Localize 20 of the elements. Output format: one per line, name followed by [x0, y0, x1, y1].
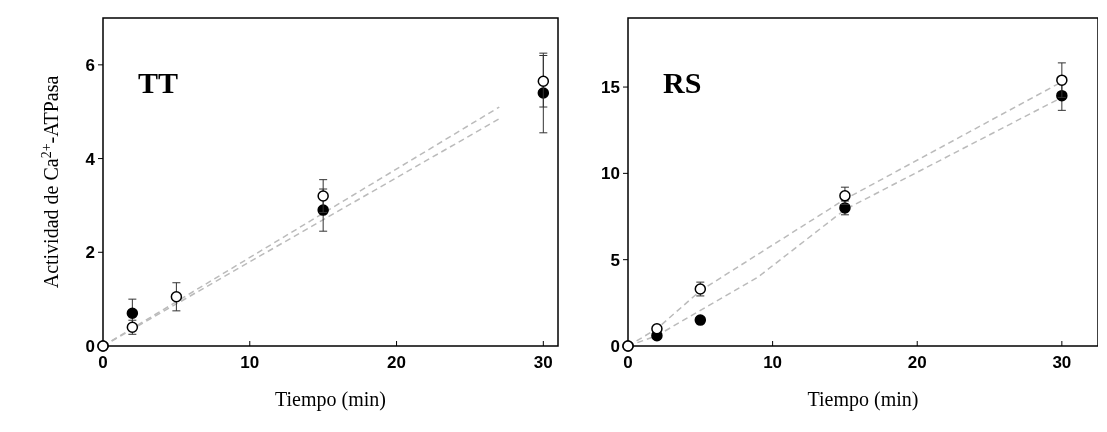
- x-tick-label: 10: [240, 353, 260, 372]
- x-tick-label: 30: [533, 353, 553, 372]
- x-tick-label: 0: [623, 353, 633, 372]
- x-tick-label: 0: [98, 353, 108, 372]
- x-tick-label: 20: [907, 353, 927, 372]
- y-tick-label: 0: [85, 337, 95, 356]
- y-tick-label: 5: [610, 250, 620, 270]
- x-axis-title: Tiempo (min): [275, 388, 386, 411]
- x-tick-label: 10: [763, 353, 783, 372]
- x-tick-label: 20: [387, 353, 407, 372]
- y-tick-label: 2: [85, 243, 95, 263]
- text: RS: [663, 66, 702, 99]
- y-tick-label: 0: [610, 337, 620, 356]
- y-tick-label: 10: [601, 164, 620, 184]
- y-tick-label: 4: [85, 149, 96, 169]
- text: TT: [138, 66, 179, 99]
- x-axis-title: Tiempo (min): [807, 388, 919, 411]
- y-tick-label: 6: [85, 55, 95, 75]
- y-tick-label: 15: [601, 78, 620, 98]
- x-tick-label: 30: [1052, 353, 1072, 372]
